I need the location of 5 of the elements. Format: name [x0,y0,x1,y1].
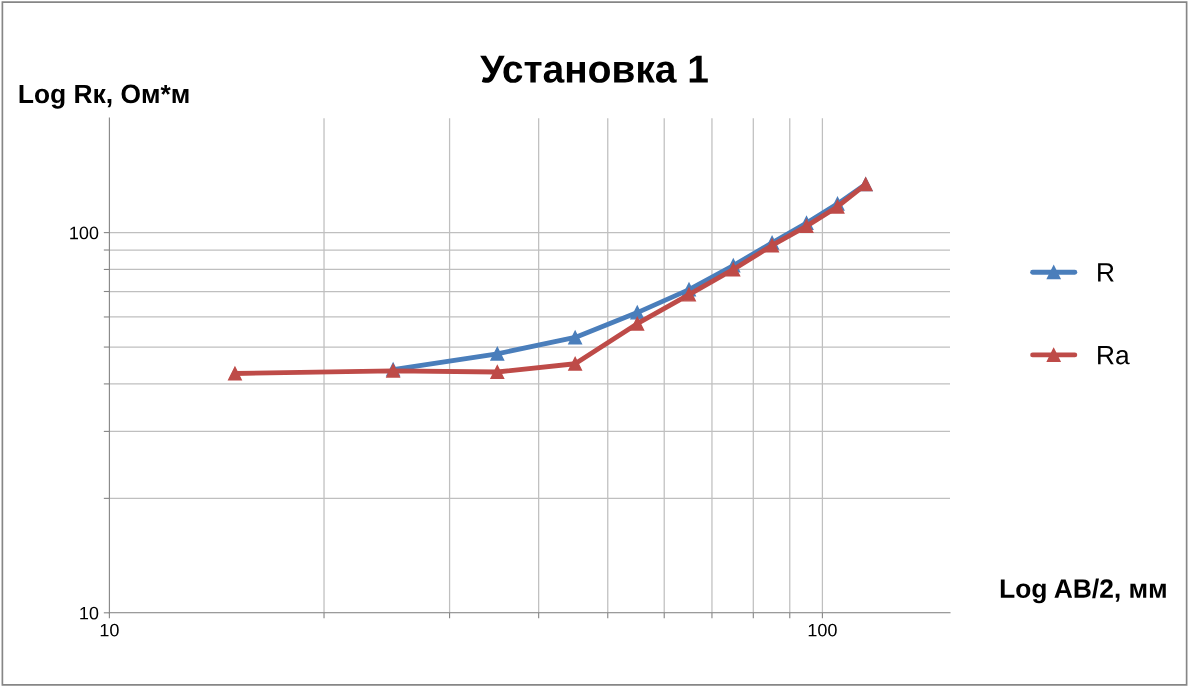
x-axis-title: Log AB/2, мм [1000,578,1166,604]
chart-title: Установка 1 [480,55,708,83]
legend-label: R [1098,263,1114,282]
legend-label: Ra [1098,346,1130,365]
y-axis-title: Log Rк, Ом*м [19,84,189,109]
